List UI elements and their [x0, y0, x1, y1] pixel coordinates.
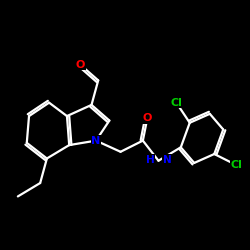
Text: O: O: [143, 113, 152, 123]
Text: Cl: Cl: [231, 160, 242, 170]
Text: N: N: [162, 154, 171, 164]
Text: O: O: [76, 60, 85, 70]
Text: H: H: [146, 154, 154, 164]
Text: N: N: [91, 136, 101, 145]
Text: Cl: Cl: [170, 98, 182, 108]
